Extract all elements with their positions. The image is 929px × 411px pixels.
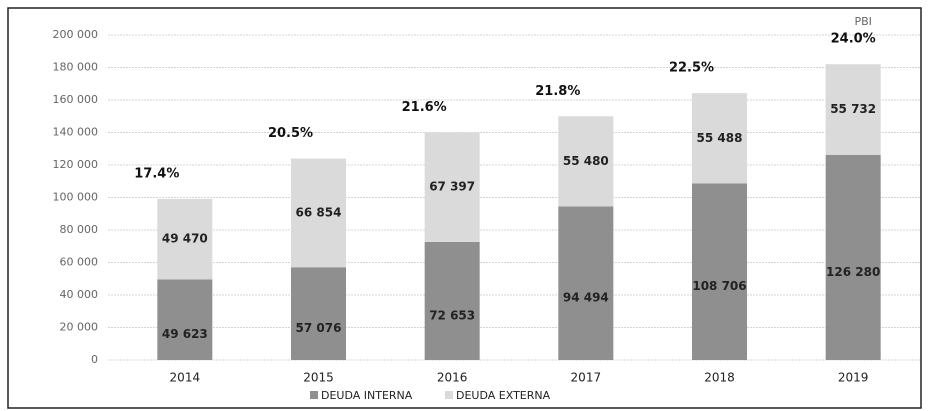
y-tick-label: 20 000 bbox=[60, 321, 99, 334]
y-tick-label: 180 000 bbox=[53, 61, 99, 74]
y-tick-label: 160 000 bbox=[53, 93, 99, 106]
value-label: 94 494 bbox=[563, 291, 609, 305]
bar-segment bbox=[157, 279, 213, 360]
value-label: 49 623 bbox=[162, 327, 208, 341]
x-tick-label: 2016 bbox=[437, 371, 468, 385]
x-tick-label: 2018 bbox=[704, 371, 735, 385]
frame bbox=[7, 7, 922, 409]
value-label: 57 076 bbox=[296, 321, 342, 335]
value-label: 72 653 bbox=[429, 308, 475, 322]
y-tick-label: 40 000 bbox=[60, 288, 99, 301]
value-label: 67 397 bbox=[429, 180, 475, 194]
bar-segment bbox=[424, 241, 480, 360]
pbi-label: 21.8% bbox=[535, 84, 580, 99]
bar-segment bbox=[157, 198, 213, 280]
pbi-label: 22.5% bbox=[669, 61, 714, 76]
bar-segment bbox=[825, 64, 881, 155]
pbi-label: 24.0% bbox=[831, 32, 876, 47]
bar-segment bbox=[558, 206, 614, 360]
y-tick-label: 0 bbox=[91, 353, 98, 366]
x-tick-label: 2015 bbox=[303, 371, 334, 385]
y-tick-label: 140 000 bbox=[53, 126, 99, 139]
bar-segment bbox=[291, 267, 346, 360]
value-label: 55 488 bbox=[697, 131, 743, 145]
pbi-name: PBI bbox=[854, 15, 871, 28]
x-tick-label: 2014 bbox=[170, 371, 201, 385]
bar-segment bbox=[825, 154, 881, 360]
bar-segment bbox=[692, 183, 747, 360]
pbi-label: 21.6% bbox=[402, 100, 447, 115]
bar-segment bbox=[424, 132, 480, 242]
bar-segment bbox=[692, 93, 747, 184]
y-tick-label: 120 000 bbox=[53, 158, 99, 171]
value-label: 66 854 bbox=[296, 205, 342, 219]
y-tick-label: 100 000 bbox=[53, 191, 99, 204]
legend-label: DEUDA INTERNA bbox=[321, 389, 413, 402]
value-label: 49 470 bbox=[162, 232, 208, 246]
y-tick-label: 200 000 bbox=[53, 28, 99, 41]
pbi-label: 20.5% bbox=[268, 126, 313, 141]
value-label: 126 280 bbox=[826, 265, 880, 279]
y-tick-label: 60 000 bbox=[60, 256, 99, 269]
x-tick-label: 2019 bbox=[838, 371, 869, 385]
value-label: 108 706 bbox=[692, 279, 746, 293]
y-tick-label: 80 000 bbox=[60, 223, 99, 236]
bar-segment bbox=[558, 116, 614, 207]
bar-segment bbox=[291, 158, 346, 268]
value-label: 55 732 bbox=[830, 102, 876, 116]
legend-label: DEUDA EXTERNA bbox=[456, 389, 551, 402]
legend-swatch bbox=[310, 391, 318, 399]
pbi-label: 17.4% bbox=[134, 166, 179, 181]
legend-swatch bbox=[445, 391, 453, 399]
x-tick-label: 2017 bbox=[571, 371, 602, 385]
value-label: 55 480 bbox=[563, 154, 609, 168]
